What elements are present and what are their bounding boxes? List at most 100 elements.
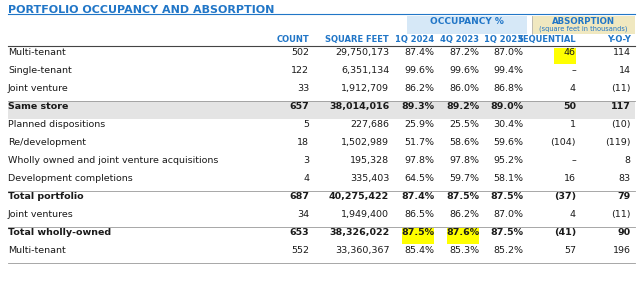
Text: 86.2%: 86.2% <box>404 84 434 93</box>
Text: Y-O-Y: Y-O-Y <box>607 35 631 44</box>
Text: 653: 653 <box>290 228 309 237</box>
Text: 33,360,367: 33,360,367 <box>335 246 389 255</box>
Text: 87.5%: 87.5% <box>446 192 479 201</box>
Text: 3: 3 <box>303 156 309 165</box>
Text: 86.2%: 86.2% <box>449 210 479 219</box>
Text: 51.7%: 51.7% <box>404 138 434 147</box>
Text: 85.3%: 85.3% <box>449 246 479 255</box>
Text: 122: 122 <box>291 66 309 75</box>
Text: 552: 552 <box>291 246 309 255</box>
Text: 99.6%: 99.6% <box>404 66 434 75</box>
Text: Re/development: Re/development <box>8 138 86 147</box>
Text: 4: 4 <box>570 210 576 219</box>
Text: Total wholly-owned: Total wholly-owned <box>8 228 111 237</box>
Text: 117: 117 <box>611 102 631 111</box>
Text: 5: 5 <box>303 120 309 129</box>
Text: 90: 90 <box>618 228 631 237</box>
Text: 64.5%: 64.5% <box>404 174 434 183</box>
Text: (37): (37) <box>554 192 576 201</box>
Text: 86.5%: 86.5% <box>404 210 434 219</box>
Text: 58.1%: 58.1% <box>493 174 523 183</box>
Text: 1,502,989: 1,502,989 <box>341 138 389 147</box>
Text: SEQUENTIAL: SEQUENTIAL <box>517 35 576 44</box>
Text: 87.5%: 87.5% <box>401 228 434 237</box>
Text: 86.8%: 86.8% <box>493 84 523 93</box>
Text: 114: 114 <box>612 48 631 57</box>
Bar <box>532 16 635 34</box>
Text: 83: 83 <box>619 174 631 183</box>
Text: –: – <box>571 156 576 165</box>
Text: 87.4%: 87.4% <box>401 192 434 201</box>
Text: COUNT: COUNT <box>276 35 309 44</box>
Text: Multi-tenant: Multi-tenant <box>8 246 66 255</box>
Text: 8: 8 <box>625 156 631 165</box>
Text: 195,328: 195,328 <box>350 156 389 165</box>
Text: 1,912,709: 1,912,709 <box>341 84 389 93</box>
Text: 502: 502 <box>291 48 309 57</box>
Text: SQUARE FEET: SQUARE FEET <box>326 35 389 44</box>
Text: 59.7%: 59.7% <box>449 174 479 183</box>
Text: 86.0%: 86.0% <box>449 84 479 93</box>
Text: 38,326,022: 38,326,022 <box>329 228 389 237</box>
Text: 97.8%: 97.8% <box>449 156 479 165</box>
Text: (11): (11) <box>611 84 631 93</box>
Text: 6,351,134: 6,351,134 <box>341 66 389 75</box>
Text: 87.0%: 87.0% <box>493 210 523 219</box>
Text: Wholly owned and joint venture acquisitions: Wholly owned and joint venture acquisiti… <box>8 156 218 165</box>
Text: (square feet in thousands): (square feet in thousands) <box>539 25 628 31</box>
Text: 1Q 2024: 1Q 2024 <box>395 35 434 44</box>
Bar <box>402 228 434 244</box>
Text: (119): (119) <box>605 138 631 147</box>
Text: 38,014,016: 38,014,016 <box>329 102 389 111</box>
Text: –: – <box>571 66 576 75</box>
Text: 46: 46 <box>564 48 576 57</box>
Text: 33: 33 <box>297 84 309 93</box>
Text: (41): (41) <box>554 228 576 237</box>
Text: 87.2%: 87.2% <box>449 48 479 57</box>
Text: 25.9%: 25.9% <box>404 120 434 129</box>
Text: 1: 1 <box>570 120 576 129</box>
Text: 99.4%: 99.4% <box>493 66 523 75</box>
Text: 59.6%: 59.6% <box>493 138 523 147</box>
Text: Multi-tenant: Multi-tenant <box>8 48 66 57</box>
Text: 87.5%: 87.5% <box>490 192 523 201</box>
Text: 4: 4 <box>570 84 576 93</box>
Text: (10): (10) <box>611 120 631 129</box>
Text: 687: 687 <box>289 192 309 201</box>
Text: 335,403: 335,403 <box>350 174 389 183</box>
Text: PORTFOLIO OCCUPANCY AND ABSORPTION: PORTFOLIO OCCUPANCY AND ABSORPTION <box>8 5 275 15</box>
Text: 87.0%: 87.0% <box>493 48 523 57</box>
Text: 79: 79 <box>618 192 631 201</box>
Text: 18: 18 <box>298 138 309 147</box>
Text: 657: 657 <box>290 102 309 111</box>
Text: 4Q 2023: 4Q 2023 <box>440 35 479 44</box>
Text: 97.8%: 97.8% <box>404 156 434 165</box>
Text: Joint venture: Joint venture <box>8 84 68 93</box>
Text: 30.4%: 30.4% <box>493 120 523 129</box>
Text: 196: 196 <box>612 246 631 255</box>
Text: Same store: Same store <box>8 102 68 111</box>
Text: 57: 57 <box>564 246 576 255</box>
Text: Planned dispositions: Planned dispositions <box>8 120 105 129</box>
Text: 16: 16 <box>564 174 576 183</box>
Text: Joint ventures: Joint ventures <box>8 210 74 219</box>
Text: 25.5%: 25.5% <box>449 120 479 129</box>
Text: 58.6%: 58.6% <box>449 138 479 147</box>
Text: 227,686: 227,686 <box>350 120 389 129</box>
Text: ABSORPTION: ABSORPTION <box>552 17 615 26</box>
Text: 87.4%: 87.4% <box>404 48 434 57</box>
Text: 87.6%: 87.6% <box>446 228 479 237</box>
Text: 29,750,173: 29,750,173 <box>335 48 389 57</box>
Text: 85.2%: 85.2% <box>493 246 523 255</box>
Text: Single-tenant: Single-tenant <box>8 66 72 75</box>
Bar <box>8 101 635 119</box>
Text: 89.2%: 89.2% <box>446 102 479 111</box>
Bar <box>407 16 527 34</box>
Text: 95.2%: 95.2% <box>493 156 523 165</box>
Text: 1,949,400: 1,949,400 <box>341 210 389 219</box>
Text: Development completions: Development completions <box>8 174 132 183</box>
Text: 99.6%: 99.6% <box>449 66 479 75</box>
Text: 14: 14 <box>619 66 631 75</box>
Text: 4: 4 <box>303 174 309 183</box>
Text: 89.0%: 89.0% <box>490 102 523 111</box>
